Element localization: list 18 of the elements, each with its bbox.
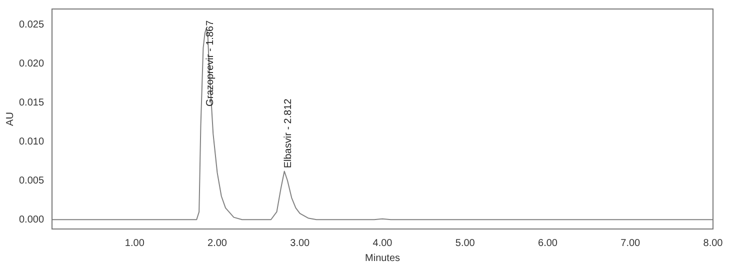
y-tick-label: 0.005 [18, 175, 44, 186]
y-tick-label: 0.000 [18, 214, 44, 226]
x-tick-label: 2.00 [208, 238, 228, 249]
annotation: Grazoprevir - 1.867 [205, 20, 216, 107]
x-tick-label: 5.00 [455, 238, 476, 249]
annotation: Elbasvir - 2.812 [283, 98, 294, 168]
y-tick-label: 0.020 [18, 58, 44, 70]
x-axis-title: Minutes [365, 252, 400, 264]
x-tick-label: 8.00 [703, 238, 724, 249]
y-tick-label: 0.010 [18, 136, 44, 148]
x-tick-label: 7.00 [620, 238, 641, 249]
y-axis-title: AU [4, 112, 16, 126]
y-tick-label: 0.015 [18, 97, 44, 108]
y-tick-label: 0.025 [18, 19, 44, 30]
x-tick-label: 1.00 [124, 238, 145, 249]
x-tick-label: 3.00 [290, 238, 310, 249]
x-tick-label: 6.00 [538, 238, 558, 249]
x-tick-label: 4.00 [372, 238, 393, 249]
